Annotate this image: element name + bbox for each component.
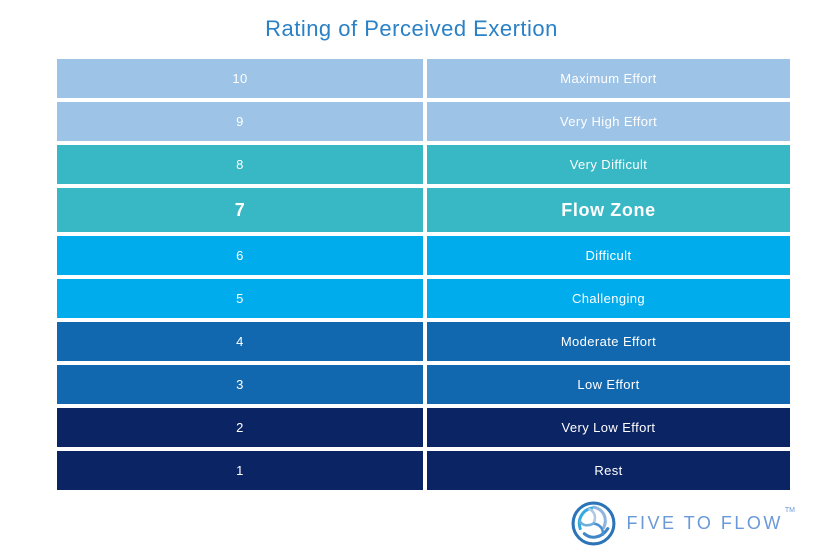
rating-cell: 9 — [57, 102, 423, 141]
page-title: Rating of Perceived Exertion — [265, 16, 558, 41]
rating-cell: 5 — [57, 279, 423, 318]
label-cell: Low Effort — [427, 365, 790, 404]
label-cell: Challenging — [427, 279, 790, 318]
table-row: 8 Very Difficult — [57, 145, 790, 184]
table-row: 9 Very High Effort — [57, 102, 790, 141]
rating-cell: 4 — [57, 322, 423, 361]
table-row: 3 Low Effort — [57, 365, 790, 404]
rating-cell: 8 — [57, 145, 423, 184]
rating-cell: 1 — [57, 451, 423, 490]
flow-swirl-icon — [571, 501, 615, 546]
rating-cell: 2 — [57, 408, 423, 447]
label-cell: Flow Zone — [427, 188, 790, 232]
label-cell: Moderate Effort — [427, 322, 790, 361]
rating-cell: 6 — [57, 236, 423, 275]
brand-name: FIVE TO FLOWTM — [626, 507, 795, 533]
table-row: 1 Rest — [57, 451, 790, 490]
label-cell: Rest — [427, 451, 790, 490]
table-row: 5 Challenging — [57, 279, 790, 318]
rating-cell: 7 — [57, 188, 423, 232]
table-row: 2 Very Low Effort — [57, 408, 790, 447]
label-cell: Very Difficult — [427, 145, 790, 184]
label-cell: Very Low Effort — [427, 408, 790, 447]
table-row: 6 Difficult — [57, 236, 790, 275]
label-cell: Maximum Effort — [427, 59, 790, 98]
rating-cell: 10 — [57, 59, 423, 98]
rpe-table: 10 Maximum Effort 9 Very High Effort 8 V… — [57, 59, 790, 490]
rating-cell: 3 — [57, 365, 423, 404]
table-row: 4 Moderate Effort — [57, 322, 790, 361]
label-cell: Very High Effort — [427, 102, 790, 141]
trademark-symbol: TM — [784, 507, 795, 514]
table-row: 10 Maximum Effort — [57, 59, 790, 98]
label-cell: Difficult — [427, 236, 790, 275]
brand-logo: FIVE TO FLOWTM — [570, 500, 795, 547]
table-row: 7 Flow Zone — [57, 188, 790, 232]
